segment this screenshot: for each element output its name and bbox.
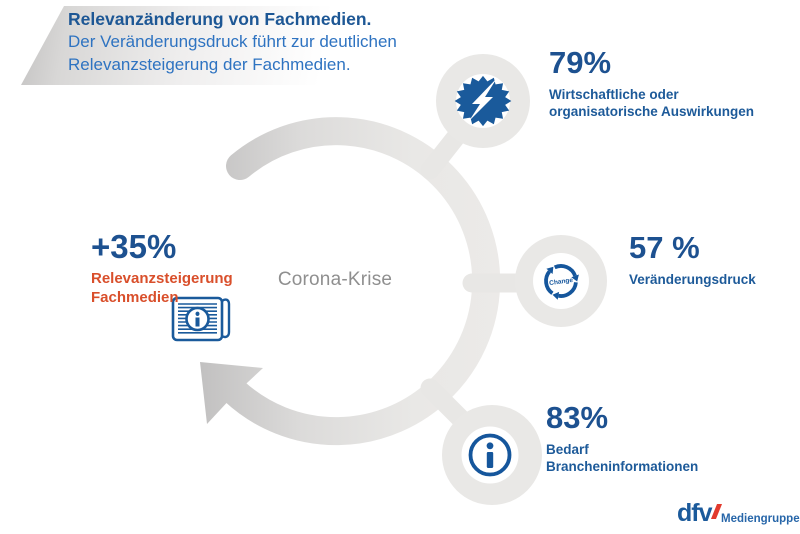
node-inner-change <box>533 253 589 309</box>
result-block: +35% Relevanzsteigerung Fachmedien <box>91 228 233 307</box>
page-subtitle-line1: Der Veränderungsdruck führt zur deutlich… <box>68 32 397 51</box>
logo-slash-mark <box>710 504 722 519</box>
info-icon <box>468 433 512 477</box>
logo-brand-text: dfv <box>677 499 712 527</box>
stat-change: 57 % Veränderungsdruck <box>629 230 756 288</box>
stat-info-label-line2: Brancheninformationen <box>546 459 699 474</box>
logo-suffix-text: Mediengruppe <box>721 513 800 525</box>
stat-info: 83% Bedarf Brancheninformationen <box>546 400 698 475</box>
result-label-line2: Fachmedien <box>91 288 179 306</box>
result-label: Relevanzsteigerung Fachmedien <box>91 270 233 307</box>
stat-info-value: 83% <box>546 400 609 435</box>
dfv-logo: dfv Mediengruppe <box>677 501 800 526</box>
stat-economic-label-line1: Wirtschaftliche oder <box>549 87 679 102</box>
corona-cycle-arrowhead <box>200 362 263 424</box>
change-cycle-icon: Change <box>544 264 579 300</box>
burst-lightning-icon <box>454 75 512 127</box>
title-banner <box>21 6 478 85</box>
stat-economic-label-line2: organisatorische Auswirkungen <box>549 104 755 119</box>
change-icon-label: Change <box>549 277 574 287</box>
result-value: +35% <box>91 228 177 265</box>
newspaper-info-icon <box>171 296 231 342</box>
connector-top <box>420 127 466 180</box>
stat-change-label: Veränderungsdruck <box>629 271 756 288</box>
stat-change-value: 57 % <box>629 230 700 265</box>
center-label: Corona-Krise <box>277 269 393 290</box>
page-title: Relevanzänderung von Fachmedien. <box>68 9 372 29</box>
stat-economic-value: 79% <box>549 45 612 80</box>
stat-economic: 79% Wirtschaftliche oder organisatorisch… <box>549 45 754 120</box>
stat-change-label-line1: Veränderungsdruck <box>629 272 756 287</box>
stat-info-label-line1: Bedarf <box>546 442 589 457</box>
stat-info-label: Bedarf Brancheninformationen <box>546 441 698 475</box>
page-subtitle-line2: Relevanzsteigerung der Fachmedien. <box>68 54 351 74</box>
result-label-line1: Relevanzsteigerung <box>91 270 233 287</box>
header: Relevanzänderung von Fachmedien. Der Ver… <box>68 8 397 76</box>
stat-economic-label: Wirtschaftliche oder organisatorische Au… <box>549 86 754 120</box>
connector-bottom <box>420 378 471 429</box>
